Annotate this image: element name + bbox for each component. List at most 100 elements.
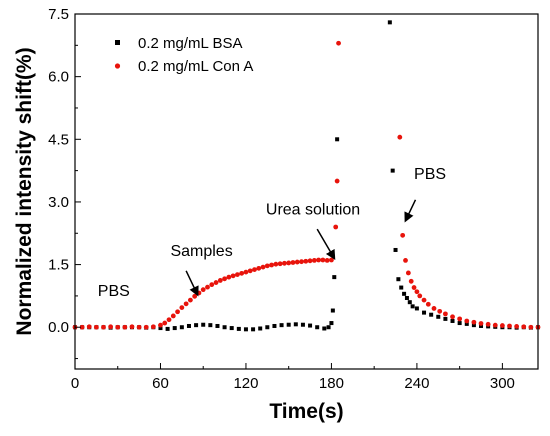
data-point [405, 270, 411, 276]
data-point [514, 324, 520, 329]
data-point [215, 323, 220, 328]
data-point [411, 285, 417, 290]
data-point [299, 259, 304, 265]
data-point [260, 264, 266, 270]
data-point [307, 258, 313, 264]
data-point [179, 325, 184, 330]
data-point [425, 301, 431, 307]
data-point [326, 325, 331, 330]
data-point [471, 319, 477, 325]
data-point [293, 322, 298, 327]
data-point [243, 327, 248, 332]
data-point [222, 276, 227, 282]
data-point [286, 322, 291, 327]
data-point [464, 321, 469, 326]
data-point [217, 278, 223, 283]
legend-marker-cona [114, 63, 121, 69]
data-point [403, 258, 408, 263]
data-point [485, 321, 491, 327]
data-point [286, 260, 292, 266]
data-point [243, 269, 249, 275]
annotation-arrow [316, 228, 336, 261]
legend-marker-bsa [115, 40, 120, 45]
data-point [450, 314, 455, 320]
data-point [294, 259, 300, 265]
annotation-urea-solution: Urea solution [266, 201, 360, 218]
data-point [330, 308, 335, 313]
data-point [273, 261, 279, 267]
annotation-arrow [185, 270, 199, 297]
data-point [492, 322, 498, 328]
data-point [209, 282, 215, 288]
data-point [165, 326, 170, 331]
data-point [410, 304, 415, 309]
data-point [258, 326, 263, 331]
data-point [235, 272, 240, 278]
data-point [316, 257, 322, 263]
data-point [521, 324, 527, 330]
data-point [329, 321, 334, 326]
annotation-arrow [404, 199, 417, 223]
data-point [400, 232, 406, 238]
data-point [79, 324, 85, 330]
data-point [315, 325, 320, 330]
data-point [194, 323, 199, 328]
data-point [186, 323, 191, 328]
data-point [335, 137, 340, 142]
data-point [247, 268, 253, 274]
y-tick-label: 4.5 [48, 131, 69, 148]
data-point [162, 320, 168, 326]
data-point [308, 323, 313, 328]
data-point [93, 324, 99, 330]
data-point [290, 260, 296, 265]
data-point [213, 280, 219, 285]
data-point [334, 178, 340, 184]
data-point [226, 274, 232, 280]
data-point [136, 324, 142, 330]
x-tick-label: 240 [404, 375, 429, 392]
data-point [471, 323, 476, 328]
data-point [150, 324, 156, 330]
data-point [300, 322, 305, 327]
data-point [264, 263, 270, 269]
data-point [322, 326, 327, 331]
data-point [397, 134, 403, 140]
data-point [205, 284, 210, 290]
data-point [320, 257, 326, 263]
data-point [387, 20, 392, 25]
x-tick-label: 0 [71, 375, 79, 392]
data-point [272, 323, 277, 328]
data-point [222, 325, 227, 330]
data-point [408, 278, 414, 284]
data-point [399, 285, 404, 290]
data-point [404, 296, 409, 300]
data-point [429, 312, 434, 317]
x-axis-title: Time(s) [269, 400, 343, 423]
data-point [108, 324, 114, 330]
data-point [282, 260, 287, 266]
data-point [414, 306, 419, 311]
data-point [329, 257, 334, 263]
data-point [332, 275, 337, 280]
data-point [158, 322, 163, 328]
data-point [396, 277, 401, 282]
data-point [421, 297, 427, 303]
axes-layer: 0 60 120 180 240 300 0.0 1.5 3.0 4.5 6.0 7.5 [48, 6, 515, 392]
data-point [499, 323, 505, 328]
series-1 [72, 40, 541, 330]
data-point [431, 306, 437, 311]
data-point [333, 224, 339, 230]
data-point [393, 247, 398, 252]
data-point [324, 258, 330, 263]
data-point [407, 300, 412, 305]
data-point [528, 324, 534, 330]
data-point [200, 287, 206, 293]
data-point [230, 273, 236, 279]
y-tick-label: 0.0 [48, 319, 69, 336]
data-point [192, 293, 198, 299]
data-point [436, 314, 441, 319]
data-point [269, 262, 274, 268]
legend: 0.2 mg/mL BSA 0.2 mg/mL Con A [114, 35, 253, 75]
plot-frame [74, 13, 539, 370]
